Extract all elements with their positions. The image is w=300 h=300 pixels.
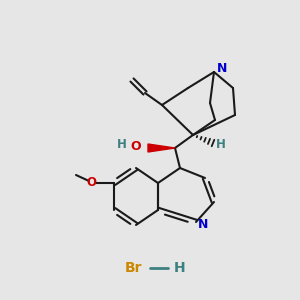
Text: Br: Br [124, 261, 142, 275]
Text: H: H [174, 261, 186, 275]
Text: O: O [86, 176, 96, 190]
Polygon shape [148, 144, 175, 152]
Text: N: N [217, 62, 227, 76]
Text: O: O [131, 140, 141, 154]
Text: H: H [117, 139, 127, 152]
Text: N: N [198, 218, 208, 230]
Text: H: H [216, 137, 226, 151]
